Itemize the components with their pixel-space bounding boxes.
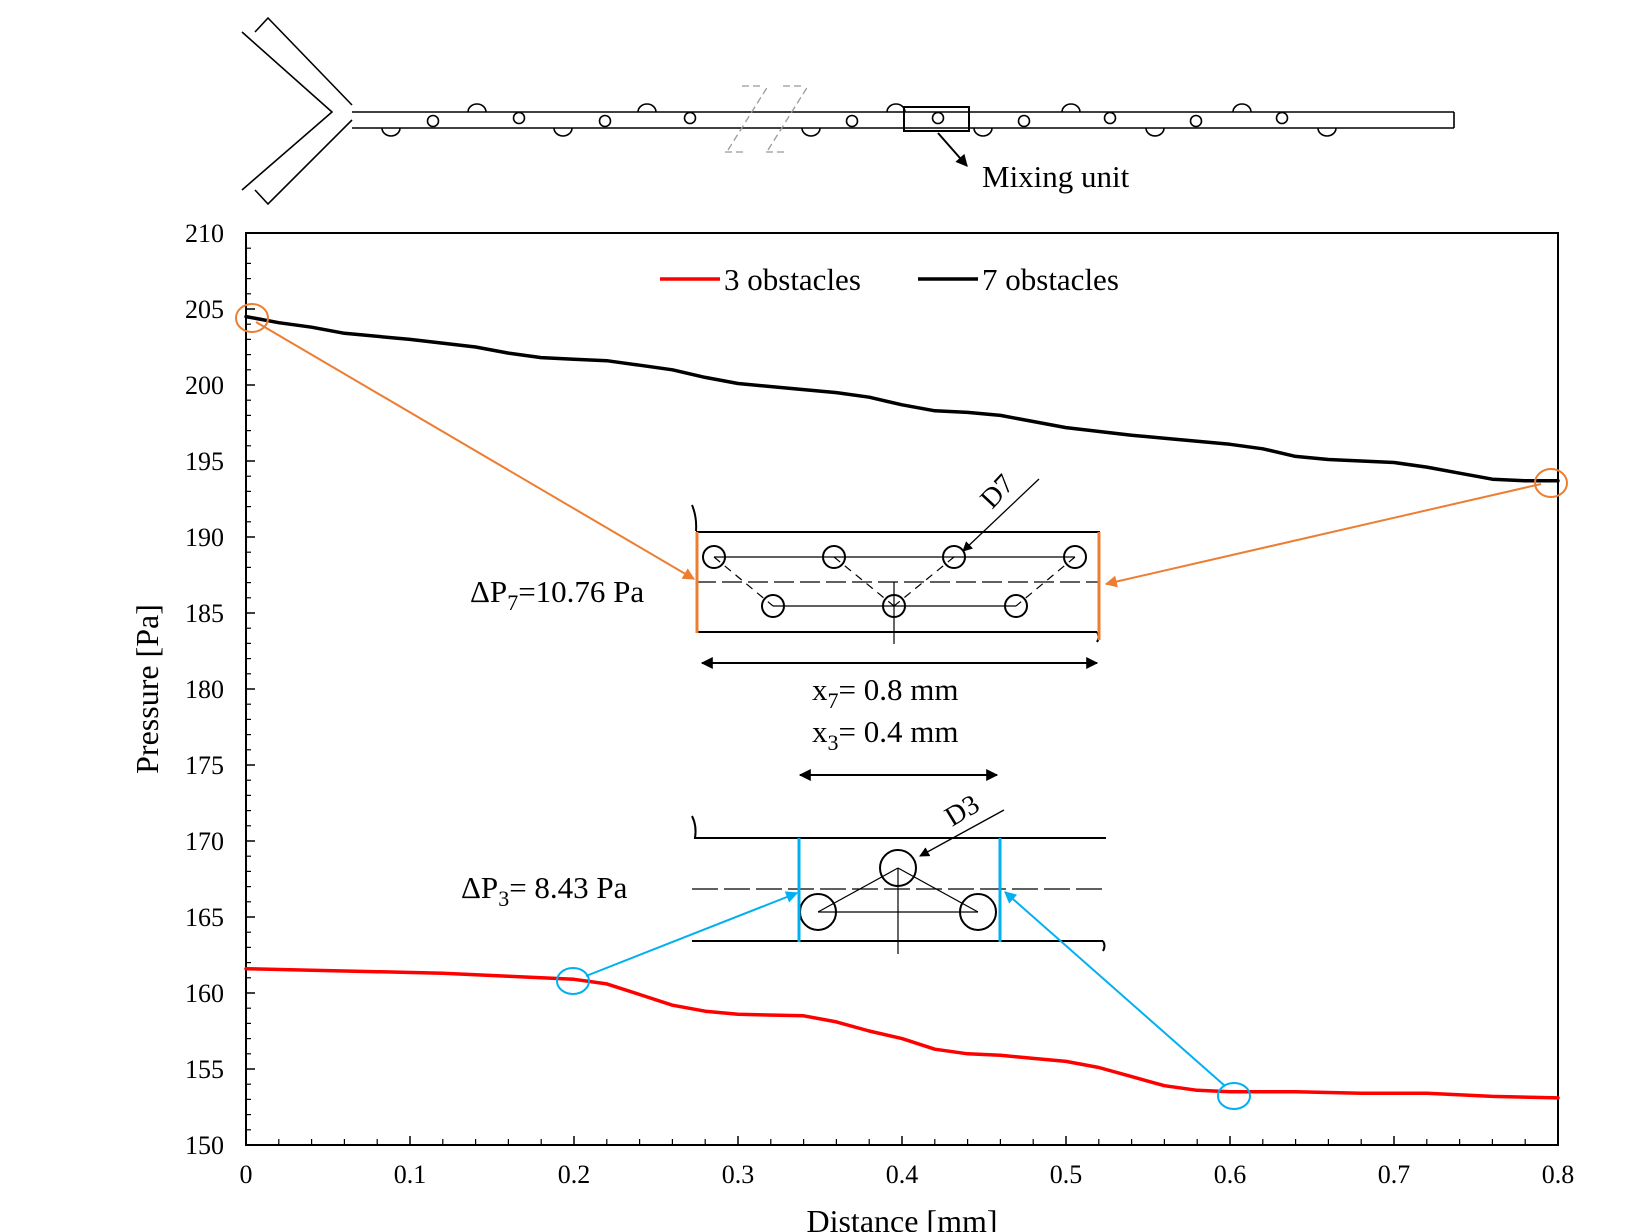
wall-bump bbox=[1145, 127, 1165, 137]
marker-circle-start-7 bbox=[235, 303, 269, 333]
y-axis-ticks: 150 155 160 165 170 175 180 185 190 195 200 205 210 bbox=[185, 219, 255, 1160]
inlet-upper-arm bbox=[254, 16, 353, 106]
x-axis-ticks: 0 0.1 0.2 0.3 0.4 0.5 0.6 0.7 0.8 bbox=[240, 1136, 1575, 1189]
x-tick-label: 0.3 bbox=[722, 1160, 755, 1189]
wall-bump bbox=[801, 127, 821, 137]
d7-leader bbox=[962, 478, 1040, 552]
wall-bump bbox=[886, 103, 906, 113]
mixing-unit-3-drawing bbox=[691, 815, 1106, 954]
obstacle bbox=[1004, 594, 1028, 618]
x7-label: x7= 0.8 mm bbox=[812, 672, 958, 713]
y-tick-label: 210 bbox=[185, 219, 224, 248]
obstacle bbox=[882, 594, 906, 618]
y-tick-label: 150 bbox=[185, 1131, 224, 1160]
series-line-7-obstacles bbox=[244, 314, 1560, 483]
obstacle bbox=[822, 545, 846, 569]
dp7-annotation: D7 ΔP7=10.76 Pa x7= 0.8 mm x3= 0.4 mm bbox=[235, 303, 1568, 755]
x-tick-label: 0 bbox=[240, 1160, 253, 1189]
obstacle bbox=[959, 893, 997, 931]
x-tick-label: 0.5 bbox=[1050, 1160, 1083, 1189]
dp7-arrow-left bbox=[255, 321, 696, 580]
obstacle bbox=[426, 114, 440, 128]
wall-bump bbox=[637, 103, 657, 113]
wall-bump bbox=[381, 127, 401, 137]
dp3-arrow-right bbox=[1004, 891, 1226, 1087]
x-tick-label: 0.2 bbox=[558, 1160, 591, 1189]
wall-bump bbox=[973, 127, 993, 137]
obstacle bbox=[683, 111, 697, 125]
inlet-junction bbox=[241, 31, 334, 191]
y-axis-title: Pressure [Pa] bbox=[129, 604, 165, 774]
y-tick-label: 165 bbox=[185, 903, 224, 932]
y-tick-label: 155 bbox=[185, 1055, 224, 1084]
marker-circle-end-3 bbox=[1217, 1082, 1251, 1110]
mixing-unit-label: Mixing unit bbox=[982, 159, 1130, 194]
channel-schematic bbox=[241, 16, 1455, 206]
dp7-arrow-right bbox=[1104, 483, 1542, 588]
y-tick-label: 195 bbox=[185, 447, 224, 476]
legend-label-7-obstacles: 7 obstacles bbox=[982, 262, 1119, 297]
obstacle bbox=[931, 111, 945, 125]
d3-label: D3 bbox=[940, 789, 985, 833]
wall-bump bbox=[553, 127, 573, 137]
y-tick-label: 160 bbox=[185, 979, 224, 1008]
y-tick-label: 185 bbox=[185, 599, 224, 628]
obstacle bbox=[1017, 114, 1031, 128]
d3-leader bbox=[919, 809, 1005, 857]
x-tick-label: 0.7 bbox=[1378, 1160, 1411, 1189]
legend: 3 obstacles 7 obstacles bbox=[660, 262, 1119, 297]
obstacle bbox=[512, 111, 526, 125]
obstacle bbox=[1063, 545, 1087, 569]
x-tick-label: 0.4 bbox=[886, 1160, 919, 1189]
legend-label-3-obstacles: 3 obstacles bbox=[724, 262, 861, 297]
x3-label: x3= 0.4 mm bbox=[812, 714, 958, 755]
mixing-unit-7-drawing bbox=[691, 504, 1100, 644]
obstacle bbox=[598, 114, 612, 128]
wall-bump bbox=[1232, 103, 1252, 113]
obstacle bbox=[845, 114, 859, 128]
y-tick-label: 190 bbox=[185, 523, 224, 552]
y-tick-label: 175 bbox=[185, 751, 224, 780]
wall-bump bbox=[1317, 127, 1337, 137]
x-tick-label: 0.8 bbox=[1542, 1160, 1575, 1189]
y-tick-label: 170 bbox=[185, 827, 224, 856]
wall-bump bbox=[467, 103, 487, 113]
dp3-annotation: D3 ΔP3= 8.43 Pa bbox=[461, 769, 1251, 1110]
x-tick-label: 0.1 bbox=[394, 1160, 427, 1189]
series-line-3-obstacles bbox=[244, 966, 1560, 1100]
mixing-unit-box bbox=[903, 106, 970, 132]
obstacle bbox=[702, 545, 726, 569]
x-axis-title: Distance [mm] bbox=[806, 1203, 997, 1232]
obstacle bbox=[1189, 114, 1203, 128]
obstacle bbox=[879, 849, 917, 887]
wall-bump bbox=[1061, 103, 1081, 113]
mixing-unit-arrow bbox=[937, 132, 968, 167]
channel-break-marks bbox=[725, 85, 809, 153]
dp3-arrow-left bbox=[585, 891, 799, 977]
dp7-label: ΔP7=10.76 Pa bbox=[470, 574, 644, 615]
obstacle bbox=[1275, 111, 1289, 125]
x-tick-label: 0.6 bbox=[1214, 1160, 1247, 1189]
series-layer bbox=[244, 314, 1560, 1100]
y-tick-label: 205 bbox=[185, 295, 224, 324]
y-tick-label: 180 bbox=[185, 675, 224, 704]
obstacle bbox=[1103, 111, 1117, 125]
obstacle bbox=[942, 545, 966, 569]
inlet-lower-arm bbox=[254, 119, 353, 206]
y-tick-label: 200 bbox=[185, 371, 224, 400]
d7-label: D7 bbox=[974, 469, 1020, 515]
obstacle bbox=[761, 594, 785, 618]
marker-circle-start-3 bbox=[556, 967, 590, 995]
marker-circle-end-7 bbox=[1534, 468, 1568, 498]
dp3-label: ΔP3= 8.43 Pa bbox=[461, 870, 628, 911]
